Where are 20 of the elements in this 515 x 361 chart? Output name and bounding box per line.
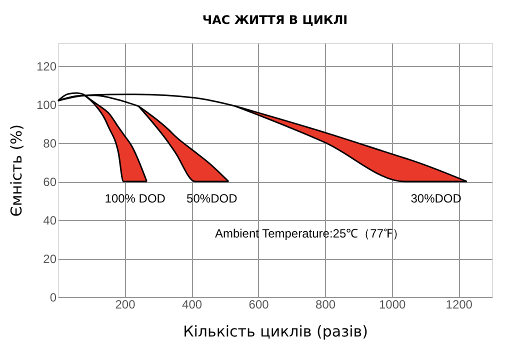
series-label: 50%DOD [186,192,238,206]
x-tick-label: 400 [182,298,202,312]
series-label: 100% DOD [104,192,166,206]
y-axis-title: Ємність (%) [7,124,26,217]
x-tick-label: 1200 [446,298,473,312]
y-tick-label: 100 [36,98,57,112]
x-tick-label: 200 [115,298,136,312]
y-tick-label: 40 [43,214,57,228]
x-axis-title: Кількість циклів (разів) [183,322,368,340]
annotation: Ambient Temperature:25℃（77℉） [214,226,404,240]
series-label: 30%DOD [410,192,462,206]
x-tick-label: 800 [316,298,336,312]
y-tick-label: 120 [36,60,57,74]
x-tick-label: 600 [248,298,270,312]
y-tick-label: 80 [43,136,57,151]
y-tick-label: 0 [50,290,57,304]
y-tick-label: 60 [43,175,57,190]
x-tick-label: 1000 [378,298,406,312]
chart-title: ЧАС ЖИТТЯ В ЦИКЛІ [202,13,348,27]
y-tick-label: 20 [43,252,57,266]
